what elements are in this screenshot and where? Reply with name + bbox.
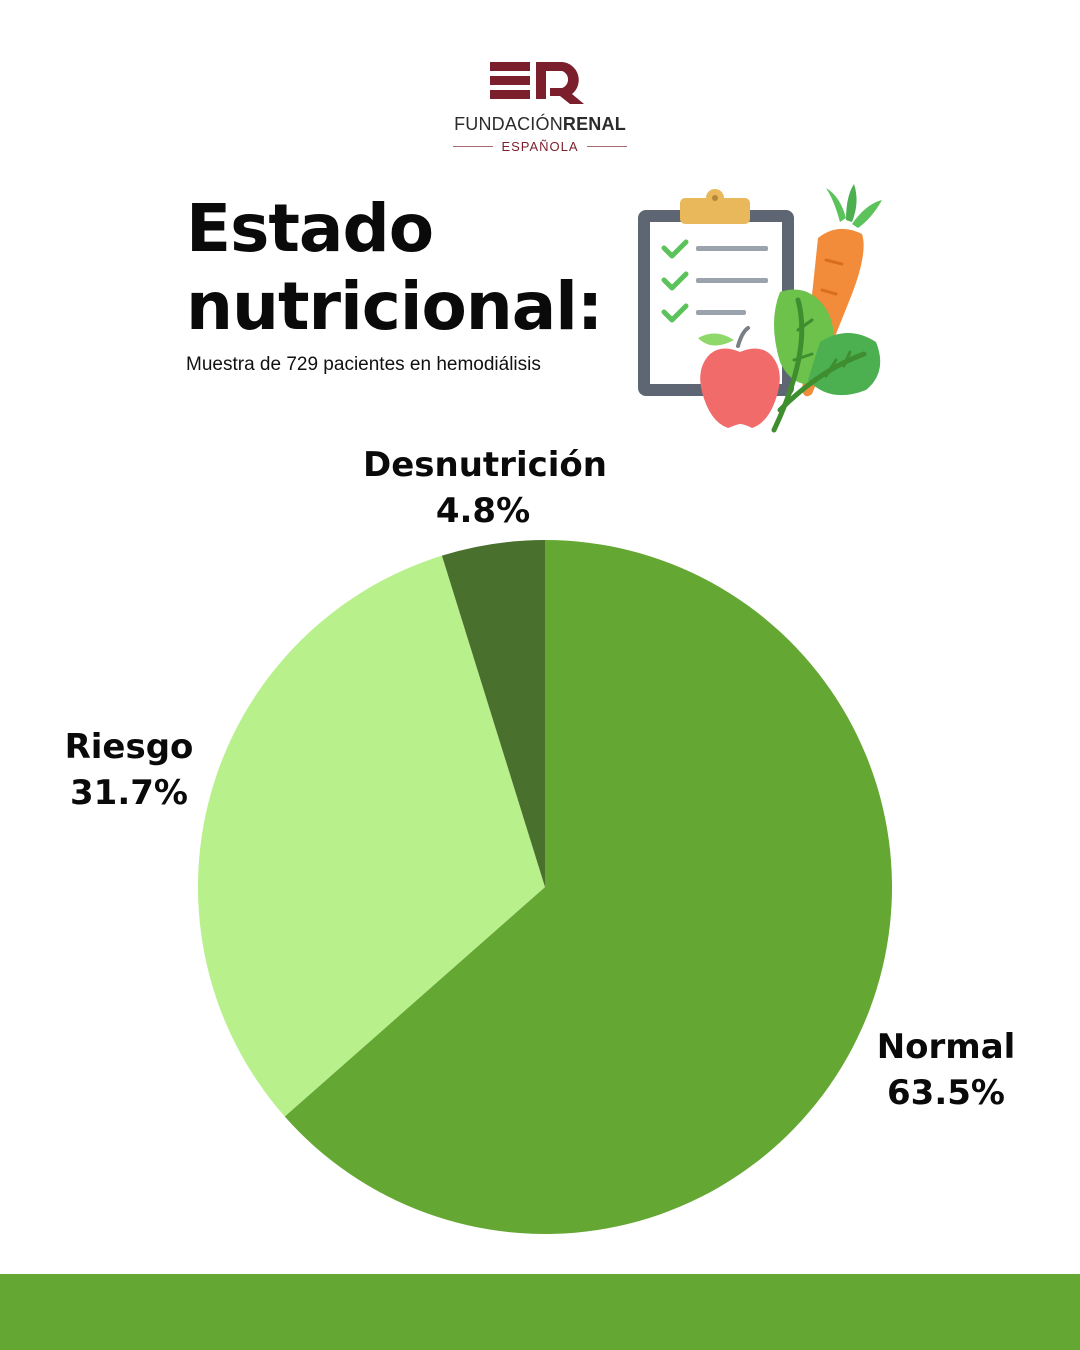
page-title: Estado nutricional: [186,190,603,345]
slice-label-desnutricion-value: 4.8% [435,491,531,531]
slice-label-riesgo: Riesgo 31.7% [64,724,194,816]
page-subtitle: Muestra de 729 pacientes en hemodiálisis [186,354,541,375]
slice-label-riesgo-name: Riesgo [64,727,194,767]
pie-slice-desnutricion [441,540,545,887]
logo-sub-text: ESPAÑOLA [501,138,579,154]
pie-slice-riesgo [197,555,545,1117]
clipboard-clip [680,198,750,224]
slice-label-desnutricion-name: Desnutrición [363,445,607,485]
logo-name-bold: RENAL [562,114,626,134]
logo-name-light: FUNDACIÓN [454,114,563,134]
fundacion-renal-logo-mark [490,62,584,104]
pie-slice-normal [284,540,892,1234]
logo-subline: ESPAÑOLA [440,138,640,154]
slice-label-normal-value: 63.5% [887,1073,1005,1113]
leafy-greens-icon [771,289,881,433]
footer-bar [0,1274,1080,1350]
logo-rule-right [586,145,627,147]
logo: FUNDACIÓNRENAL ESPAÑOLA [440,58,640,158]
nutrition-illustration [630,180,900,444]
apple-icon [698,326,780,428]
logo-wordmark: FUNDACIÓNRENAL [440,114,640,135]
slice-label-desnutricion: Desnutrición 4.8% [363,442,607,534]
slice-label-normal: Normal 63.5% [876,1024,1016,1116]
slice-label-riesgo-value: 31.7% [70,773,188,813]
slice-label-normal-name: Normal [876,1027,1016,1067]
logo-rule-left [453,145,494,147]
clipboard-checklist-icon [638,184,882,433]
